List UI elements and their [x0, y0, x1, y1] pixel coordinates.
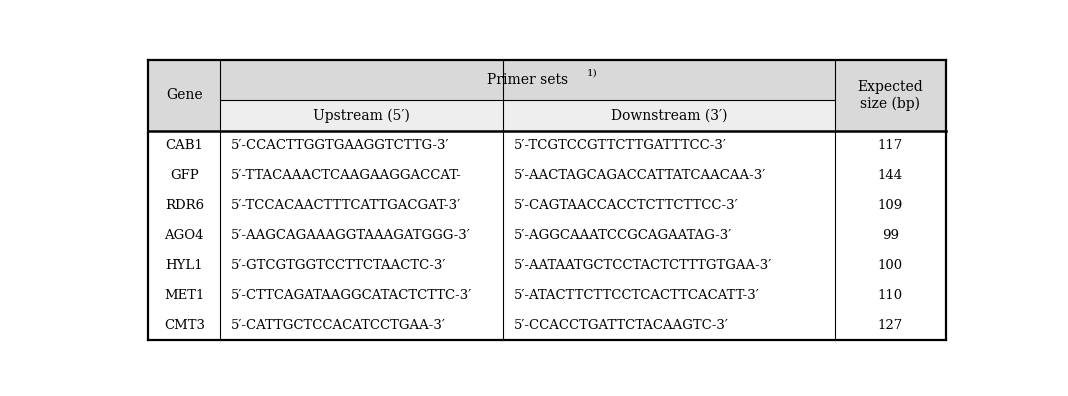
- Text: RDR6: RDR6: [164, 199, 204, 212]
- Text: 5′-CTTCAGATAAGGCATACTCTTC-3′: 5′-CTTCAGATAAGGCATACTCTTC-3′: [231, 289, 472, 302]
- Text: MET1: MET1: [164, 289, 204, 302]
- Bar: [148, 280, 220, 310]
- Bar: [503, 250, 834, 280]
- Bar: [503, 131, 834, 161]
- Text: 5′-AATAATGCTCCTACTCTTTGTGAA-3′: 5′-AATAATGCTCCTACTCTTTGTGAA-3′: [514, 259, 772, 272]
- Bar: [220, 101, 503, 131]
- Bar: [220, 161, 503, 190]
- Bar: [220, 310, 503, 340]
- Bar: [220, 280, 503, 310]
- Bar: [503, 190, 834, 221]
- Bar: [503, 161, 834, 190]
- Text: Downstream (3′): Downstream (3′): [611, 109, 727, 122]
- Bar: [148, 161, 220, 190]
- Text: 5′-CAGTAACCACCTCTTCTTCC-3′: 5′-CAGTAACCACCTCTTCTTCC-3′: [514, 199, 739, 212]
- Bar: [220, 190, 503, 221]
- Bar: [834, 310, 946, 340]
- Bar: [503, 310, 834, 340]
- Text: 99: 99: [882, 229, 899, 242]
- Text: 100: 100: [878, 259, 904, 272]
- Bar: [834, 60, 946, 131]
- Text: 109: 109: [878, 199, 904, 212]
- Text: Expected
size (bp): Expected size (bp): [858, 80, 924, 110]
- Bar: [148, 131, 220, 161]
- Text: 117: 117: [878, 139, 904, 152]
- Text: 5′-CATTGCTCCACATCCTGAA-3′: 5′-CATTGCTCCACATCCTGAA-3′: [231, 319, 445, 332]
- Bar: [834, 250, 946, 280]
- Bar: [503, 280, 834, 310]
- Bar: [220, 60, 834, 101]
- Text: 5′-TCCACAACTTTCATTGACGAT-3′: 5′-TCCACAACTTTCATTGACGAT-3′: [231, 199, 461, 212]
- Text: 1): 1): [587, 69, 598, 78]
- Text: CMT3: CMT3: [163, 319, 205, 332]
- Text: Gene: Gene: [166, 88, 203, 102]
- Bar: [834, 280, 946, 310]
- Bar: [148, 221, 220, 250]
- Bar: [834, 161, 946, 190]
- Text: AGO4: AGO4: [164, 229, 204, 242]
- Bar: [503, 221, 834, 250]
- Text: 5′-TTACAAACTCAAGAAGGACCAT-: 5′-TTACAAACTCAAGAAGGACCAT-: [231, 169, 461, 182]
- Text: GFP: GFP: [170, 169, 199, 182]
- Text: 5′-AGGCAAATCCGCAGAATAG-3′: 5′-AGGCAAATCCGCAGAATAG-3′: [514, 229, 733, 242]
- Bar: [220, 221, 503, 250]
- Text: 5′-TCGTCCGTTCTTGATTTCC-3′: 5′-TCGTCCGTTCTTGATTTCC-3′: [514, 139, 727, 152]
- Text: 110: 110: [878, 289, 904, 302]
- Text: Primer sets: Primer sets: [487, 73, 568, 87]
- Text: 144: 144: [878, 169, 904, 182]
- Text: 5′-ATACTTCTTCCTCACTTCACATT-3′: 5′-ATACTTCTTCCTCACTTCACATT-3′: [514, 289, 760, 302]
- Bar: [834, 221, 946, 250]
- Bar: [148, 250, 220, 280]
- Bar: [503, 101, 834, 131]
- Text: Upstream (5′): Upstream (5′): [313, 109, 410, 123]
- Text: 5′-CCACTTGGTGAAGGTCTTG-3′: 5′-CCACTTGGTGAAGGTCTTG-3′: [231, 139, 450, 152]
- Text: HYL1: HYL1: [166, 259, 203, 272]
- Text: 5′-AACTAGCAGACCATTATCAACAA-3′: 5′-AACTAGCAGACCATTATCAACAA-3′: [514, 169, 767, 182]
- Bar: [148, 190, 220, 221]
- Text: 127: 127: [878, 319, 904, 332]
- Text: CAB1: CAB1: [166, 139, 203, 152]
- Bar: [148, 310, 220, 340]
- Bar: [148, 60, 220, 131]
- Bar: [220, 250, 503, 280]
- Bar: [834, 131, 946, 161]
- Bar: [220, 131, 503, 161]
- Text: 5′-GTCGTGGTCCTTCTAACTC-3′: 5′-GTCGTGGTCCTTCTAACTC-3′: [231, 259, 446, 272]
- Bar: [834, 190, 946, 221]
- Text: 5′-AAGCAGAAAGGTAAAGATGGG-3′: 5′-AAGCAGAAAGGTAAAGATGGG-3′: [231, 229, 471, 242]
- Text: 5′-CCACCTGATTCTACAAGTC-3′: 5′-CCACCTGATTCTACAAGTC-3′: [514, 319, 729, 332]
